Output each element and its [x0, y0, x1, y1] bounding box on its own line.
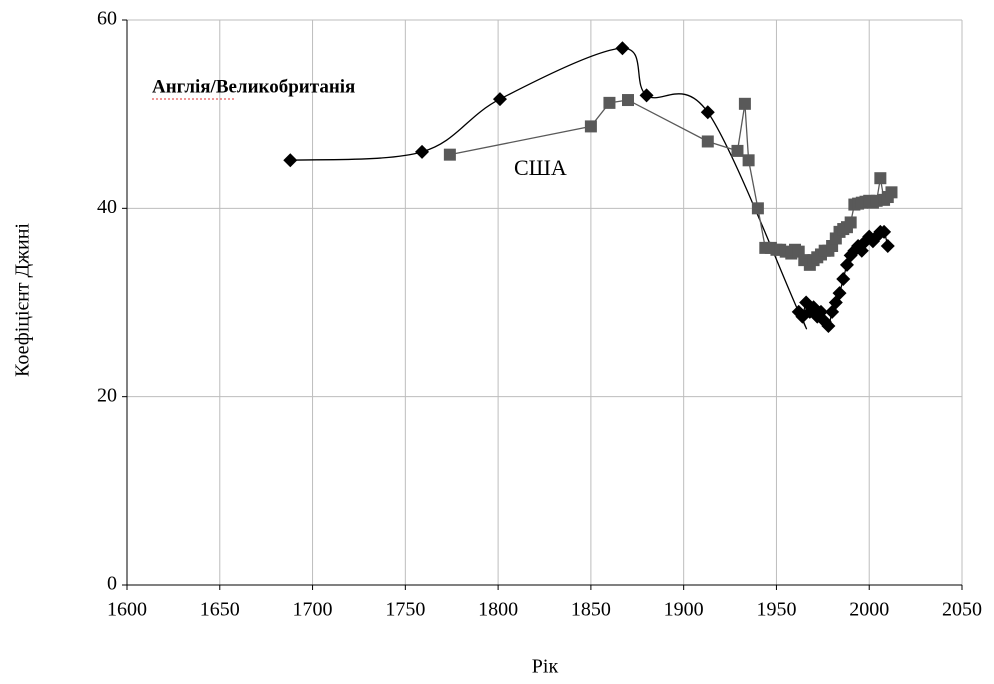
point — [615, 41, 630, 56]
x-tick-label: 1650 — [200, 599, 240, 621]
x-tick-label: 2000 — [849, 599, 889, 621]
y-tick-label: 40 — [97, 196, 117, 218]
point — [738, 97, 751, 110]
point — [844, 216, 857, 229]
y-tick-label: 20 — [97, 384, 117, 406]
point — [584, 120, 597, 133]
x-axis-label: Рік — [532, 656, 559, 678]
point — [877, 224, 892, 239]
point — [639, 88, 654, 103]
x-tick-label: 1950 — [756, 599, 796, 621]
point — [701, 135, 714, 148]
point — [885, 186, 898, 199]
y-tick-label: 60 — [97, 8, 117, 30]
x-tick-label: 1850 — [571, 599, 611, 621]
point — [283, 153, 298, 168]
point — [832, 286, 847, 301]
point — [731, 144, 744, 157]
x-tick-label: 1750 — [385, 599, 425, 621]
point — [603, 96, 616, 109]
point — [821, 319, 836, 334]
point — [415, 144, 430, 159]
point — [880, 239, 895, 253]
point — [836, 271, 851, 286]
point — [443, 148, 456, 161]
series-line — [449, 99, 892, 266]
point — [742, 154, 755, 167]
point — [622, 94, 634, 107]
x-tick-label: 1800 — [478, 599, 518, 621]
point — [751, 202, 764, 215]
point — [492, 92, 507, 107]
series-line — [290, 47, 889, 330]
x-tick-label: 1900 — [664, 599, 704, 621]
point — [874, 172, 887, 185]
y-tick-label: 0 — [107, 573, 117, 595]
x-tick-label: 1600 — [107, 599, 147, 621]
y-axis-label: Коефіцієнт Джині — [12, 223, 34, 377]
x-tick-label: 1700 — [293, 599, 333, 621]
point — [700, 105, 715, 120]
annotation: США — [514, 155, 567, 180]
x-tick-label: 2050 — [942, 599, 982, 621]
annotation: Англія/Великобританія — [152, 76, 355, 97]
